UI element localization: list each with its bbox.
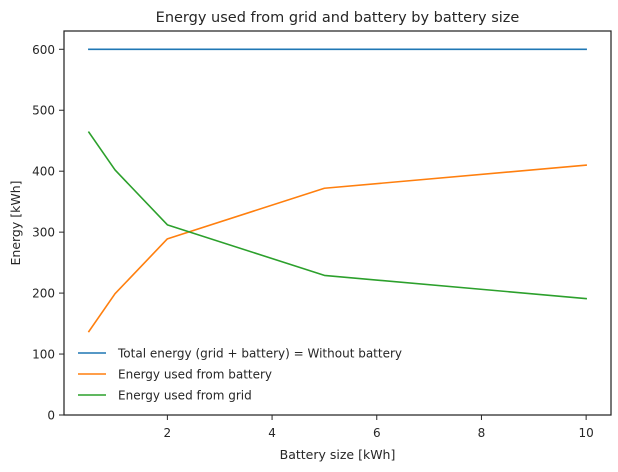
x-axis-label: Battery size [kWh]: [280, 447, 396, 462]
x-tick-label: 6: [373, 426, 381, 440]
y-tick-label: 0: [47, 409, 55, 423]
x-tick-label: 4: [268, 426, 276, 440]
y-axis-label: Energy [kWh]: [8, 180, 23, 265]
plot-frame: [63, 30, 612, 416]
x-tick-label: 10: [578, 426, 593, 440]
x-tick-label: 8: [478, 426, 486, 440]
y-tick-label: 600: [32, 43, 55, 57]
y-tick-label: 200: [32, 287, 55, 301]
y-tick-label: 500: [32, 104, 55, 118]
series-line-2: [87, 131, 588, 300]
legend-label: Total energy (grid + battery) = Without …: [117, 347, 402, 361]
series-line-1: [87, 164, 588, 333]
x-axis: 2 4 6 8 10: [164, 415, 594, 440]
y-tick-label: 400: [32, 165, 55, 179]
series-layer: [87, 48, 588, 333]
y-axis: 0 100 200 300 400 500 600: [32, 43, 64, 423]
y-tick-label: 100: [32, 348, 55, 362]
legend-label: Energy used from grid: [118, 389, 252, 403]
legend-label: Energy used from battery: [118, 368, 272, 382]
y-tick-label: 300: [32, 226, 55, 240]
chart-title: Energy used from grid and battery by bat…: [156, 10, 520, 26]
legend: Total energy (grid + battery) = Without …: [78, 347, 402, 403]
x-tick-label: 2: [164, 426, 172, 440]
